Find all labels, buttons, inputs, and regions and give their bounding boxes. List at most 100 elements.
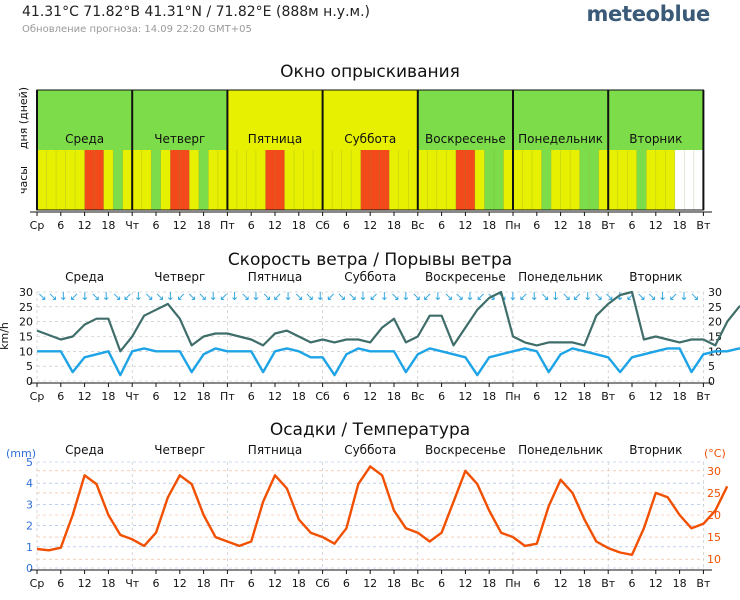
wind-x-axis-tick-label: Сб xyxy=(315,390,330,403)
spray-x-axis-tick-label: 18 xyxy=(577,219,591,232)
temp-ytick: 15 xyxy=(707,531,721,544)
spray-hour-cell xyxy=(665,150,676,210)
wind-arrow-icon: ↘ xyxy=(294,290,303,303)
spray-day-cell xyxy=(37,90,133,150)
spray-hour-cell xyxy=(417,150,428,210)
spray-x-axis-tick-label: 18 xyxy=(292,219,306,232)
spray-hour-cell xyxy=(236,150,247,210)
wind-arrow-icon: ↓ xyxy=(401,290,410,303)
spray-x-axis-tick-label: 6 xyxy=(533,219,540,232)
precip-x-axis-tick-label: 12 xyxy=(458,577,472,590)
spray-hour-cell xyxy=(37,150,47,210)
spray-hour-cell xyxy=(122,150,133,210)
precip-x-axis-tick-label: 18 xyxy=(292,577,306,590)
wind-x-axis-tick-label: 6 xyxy=(248,390,255,403)
wind-arrow-icon: ↙ xyxy=(669,290,678,303)
wind-arrow-icon: ↘ xyxy=(390,290,399,303)
spray-hour-cell xyxy=(627,150,638,210)
spray-day-label: Четверг xyxy=(154,132,205,146)
spray-hour-cell xyxy=(189,150,200,210)
spray-day-cell xyxy=(322,90,418,150)
spray-hour-cell xyxy=(46,150,57,210)
wind-ytick-left: 0 xyxy=(26,375,33,388)
spray-x-axis-tick-label: Ср xyxy=(30,219,45,232)
precip-day-labels: Среда Четверг Пятница Суббота Воскресенье Пон… xyxy=(65,443,682,457)
temp-unit-label: (°C) xyxy=(704,447,726,460)
wind-x-axis-tick-label: 6 xyxy=(533,390,540,403)
wind-x-axis-tick-label: 18 xyxy=(101,390,115,403)
spray-hour-cell xyxy=(151,150,162,210)
spray-hour-cell xyxy=(332,150,342,210)
spray-day-cell xyxy=(417,90,513,150)
wind-arrow-icon: ↙ xyxy=(273,290,282,303)
wind-x-axis-tick-label: 6 xyxy=(343,390,350,403)
temperature-line xyxy=(36,465,729,556)
wind-x-axis-tick-label: 12 xyxy=(173,390,187,403)
wind-arrow-icon: ↘ xyxy=(690,290,699,303)
spray-hour-cell xyxy=(474,150,485,210)
wind-x-axis-tick-label: 12 xyxy=(649,390,663,403)
spray-x-axis-tick-label: 12 xyxy=(78,219,92,232)
precip-day-label: Вторник xyxy=(629,443,682,457)
spray-hour-cell xyxy=(132,150,143,210)
spray-day-cell xyxy=(227,90,323,150)
meteoblue-logo[interactable]: meteoblue xyxy=(586,2,710,26)
wind-arrow-icon: ↓ xyxy=(433,290,442,303)
spray-day-cell xyxy=(608,90,704,150)
wind-arrow-icon: ↓ xyxy=(283,290,292,303)
spray-hour-cell xyxy=(322,150,333,210)
wind-arrow-icon: ↙ xyxy=(572,290,581,303)
wind-ytick-right: 0 xyxy=(708,375,715,388)
spray-hour-cell xyxy=(255,150,266,210)
precip-x-axis: Ср 6 12 18 Чт 6 12 18 Пт 6 12 18 Сб 6 12 18 Вс 6 12 18 Пн 6 12… xyxy=(30,569,712,590)
spray-hour-cell xyxy=(208,150,219,210)
spray-hour-cell xyxy=(94,150,104,210)
spray-x-axis-tick-label: 6 xyxy=(438,219,445,232)
spray-hour-cell xyxy=(541,150,552,210)
spray-hour-cell xyxy=(427,150,438,210)
precip-x-axis-tick-label: Вт xyxy=(601,577,616,590)
precip-x-axis-tick-label: 12 xyxy=(78,577,92,590)
wind-arrow-icon: ↓ xyxy=(80,290,89,303)
spray-day-cell xyxy=(132,90,228,150)
wind-arrow-icon: ↘ xyxy=(48,290,57,303)
precip-x-axis-tick-label: 12 xyxy=(363,577,377,590)
precip-ytick: 2 xyxy=(26,520,33,533)
wind-x-axis-tick-label: 6 xyxy=(438,390,445,403)
wind-arrow-icon: ↘ xyxy=(187,290,196,303)
precip-x-axis-tick-label: 18 xyxy=(101,577,115,590)
spray-hour-cell xyxy=(617,150,628,210)
spray-hour-cell xyxy=(303,150,314,210)
temp-ytick: 25 xyxy=(707,487,721,500)
spray-hour-cell xyxy=(56,150,66,210)
spray-hour-cell xyxy=(265,150,276,210)
spray-x-axis-tick-label: 6 xyxy=(343,219,350,232)
wind-day-label: Пятница xyxy=(248,270,302,284)
wind-arrow-icon: ↘ xyxy=(348,290,357,303)
wind-arrow-icon: ↙ xyxy=(423,290,432,303)
wind-arrow-icon: ↓ xyxy=(508,290,517,303)
spray-hour-cell xyxy=(160,150,171,210)
wind-arrow-icon: ↙ xyxy=(519,290,528,303)
spray-x-axis-tick-label: 6 xyxy=(153,219,160,232)
spray-hour-cell xyxy=(436,150,447,210)
spray-x-axis-tick-label: 12 xyxy=(173,219,187,232)
spray-x-axis: Ср 6 12 18 Чт 6 12 18 Пт 6 12 18 Сб 6 12 18 Вс 6 12 18 Пн 6 12… xyxy=(30,211,712,232)
wind-x-axis-tick-label: 18 xyxy=(673,390,687,403)
wind-direction-arrows: ↘ ↘ ↓ ↙ ↓ ↘ ↓ ↘ ↙ ↓ ↘ ↘ ↓ ↙ ↘ ↘ ↓ ↙ ↓ ↘ ↓ ↘ ↙ ↓ ↘ ↘ ↓ ↙ ↘ ↘ ↓ ↙ ↓ ↘ ↓ ↘ ↙ ↓ ↘ ↘… xyxy=(37,290,699,303)
forecast-update-time: Обновление прогноза: 14.09 22:20 GMT+05 xyxy=(22,24,252,35)
wind-x-axis-tick-label: 18 xyxy=(482,390,496,403)
precip-x-axis-tick-label: 6 xyxy=(343,577,350,590)
spray-hour-cell xyxy=(341,150,352,210)
wind-day-label: Четверг xyxy=(154,270,205,284)
spray-hour-cell xyxy=(294,150,304,210)
wind-chart-title: Скорость ветра / Порывы ветра xyxy=(228,250,512,270)
wind-arrow-icon: ↙ xyxy=(626,290,635,303)
spray-hour-cell xyxy=(408,150,419,210)
temperature-series xyxy=(36,465,729,556)
spray-hour-cell xyxy=(370,150,381,210)
precip-x-axis-tick-label: 6 xyxy=(248,577,255,590)
wind-arrow-icon: ↘ xyxy=(198,290,207,303)
wind-arrow-icon: ↓ xyxy=(679,290,688,303)
